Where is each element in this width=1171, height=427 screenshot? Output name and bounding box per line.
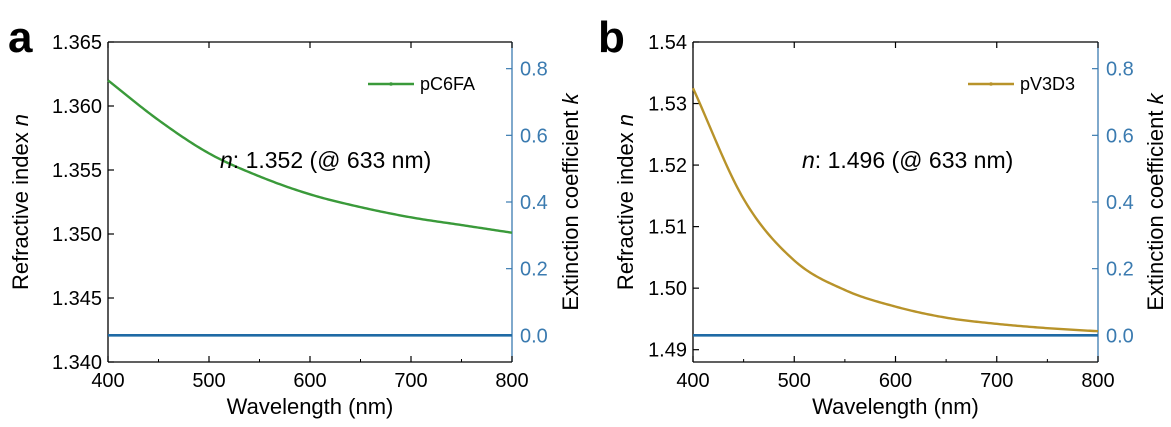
series-line-pC6FA: [107, 79, 513, 234]
x-tick-label: 400: [91, 370, 124, 392]
x-tick-label: 700: [980, 370, 1013, 392]
y-tick-label: 1.49: [648, 340, 687, 362]
y-tick-label: 1.340: [52, 352, 102, 374]
panel-letter: b: [598, 13, 625, 62]
y-axis-title: Refractive index n: [613, 114, 638, 290]
y2-axis-title: Extinction coefficient k: [1143, 92, 1168, 310]
x-axis-title: Wavelength (nm): [227, 394, 394, 419]
y2-tick-label: 0.2: [1106, 259, 1134, 281]
y-tick-label: 1.355: [52, 160, 102, 182]
y2-tick-label: 0.4: [1106, 192, 1134, 214]
y2-tick-label: 0.2: [520, 259, 548, 281]
x-axis-title: Wavelength (nm): [812, 394, 979, 419]
legend-marker: [989, 82, 993, 86]
y-tick-label: 1.54: [648, 32, 687, 54]
y2-tick-label: 0.0: [1106, 325, 1134, 347]
y-axis-title-var: n: [613, 114, 638, 126]
y-tick-label: 1.345: [52, 288, 102, 310]
y2-axis-title-text: Extinction coefficient: [558, 104, 583, 310]
panel-letter: a: [8, 13, 33, 62]
y2-axis-title-text: Extinction coefficient: [1143, 104, 1168, 310]
y2-tick-label: 0.8: [520, 59, 548, 81]
legend-marker: [389, 82, 393, 86]
x-tick-label: 600: [879, 370, 912, 392]
x-tick-label: 500: [192, 370, 225, 392]
y2-axis-title: Extinction coefficient k: [558, 92, 583, 310]
y2-axis-title-var: k: [558, 92, 583, 104]
y-tick-label: 1.51: [648, 217, 687, 239]
y2-tick-label: 0.4: [520, 192, 548, 214]
legend-label: pC6FA: [420, 74, 475, 94]
x-tick-label: 500: [778, 370, 811, 392]
annotation-var: n: [220, 147, 233, 173]
y2-axis-title-var: k: [1143, 92, 1168, 104]
x-tick-label: 800: [495, 370, 528, 392]
annotation: n: 1.496 (@ 633 nm): [802, 147, 1013, 173]
y2-tick-label: 0.8: [1106, 59, 1134, 81]
y-tick-label: 1.53: [648, 94, 687, 116]
series-line-pV3D3: [691, 87, 1099, 333]
y2-tick-label: 0.6: [520, 125, 548, 147]
y-axis-title-text: Refractive index: [8, 126, 33, 290]
x-tick-label: 800: [1081, 370, 1114, 392]
annotation-var: n: [802, 147, 815, 173]
y-tick-label: 1.365: [52, 32, 102, 54]
y2-tick-label: 0.0: [520, 325, 548, 347]
y2-tick-label: 0.6: [1106, 125, 1134, 147]
y-tick-label: 1.350: [52, 224, 102, 246]
legend-label: pV3D3: [1020, 74, 1075, 94]
x-tick-label: 600: [293, 370, 326, 392]
chart-panel-a: a 400 500 600 700 800 1.340 1.345 1.350 1.355 1.36…: [8, 13, 583, 419]
x-tick-label: 700: [394, 370, 427, 392]
annotation-text: : 1.496 (@ 633 nm): [815, 147, 1014, 173]
x-tick-label: 400: [676, 370, 709, 392]
y-tick-label: 1.52: [648, 155, 687, 177]
y-axis-title: Refractive index n: [8, 114, 33, 290]
y-axis-title-text: Refractive index: [613, 126, 638, 290]
y-tick-label: 1.360: [52, 96, 102, 118]
y-tick-label: 1.50: [648, 278, 687, 300]
chart-panel-b: b 400 500 600 700 800 1.49 1.50 1.51 1.52 1.53 1.54…: [598, 13, 1168, 419]
annotation: n: 1.352 (@ 633 nm): [220, 147, 431, 173]
y-axis-title-var: n: [8, 114, 33, 126]
annotation-text: : 1.352 (@ 633 nm): [233, 147, 432, 173]
